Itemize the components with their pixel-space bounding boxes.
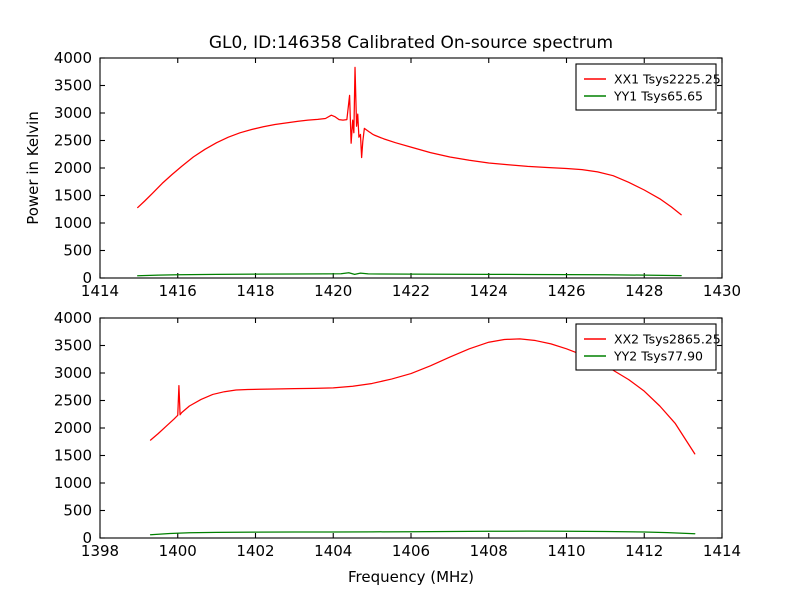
- y-tick-label: 2000: [54, 159, 92, 177]
- legend-label: XX1 Tsys2225.25: [614, 72, 721, 87]
- y-tick-label: 3500: [54, 77, 92, 95]
- y-tick-label: 4000: [54, 309, 92, 327]
- y-tick-label: 500: [63, 242, 92, 260]
- x-tick-label: 1414: [703, 542, 741, 560]
- legend-frame: [575, 323, 717, 371]
- x-tick-label: 1402: [236, 542, 274, 560]
- x-tick-label: 1430: [703, 282, 741, 300]
- series-line-YY1: [137, 272, 682, 277]
- y-tick-label: 3500: [54, 337, 92, 355]
- x-tick-label: 1410: [547, 542, 585, 560]
- series-line-YY2: [149, 530, 696, 536]
- y-tick-label: 1000: [54, 214, 92, 232]
- x-tick-label: 1418: [236, 282, 274, 300]
- y-tick-label: 2500: [54, 392, 92, 410]
- y-axis-label: Power in Kelvin: [24, 111, 42, 225]
- legend-label: XX2 Tsys2865.25: [614, 332, 721, 347]
- y-tick-label: 0: [82, 529, 92, 547]
- y-tick-label: 2500: [54, 132, 92, 150]
- x-tick-label: 1404: [314, 542, 352, 560]
- series-line-XX1: [137, 66, 682, 216]
- y-tick-label: 3000: [54, 364, 92, 382]
- x-tick-label: 1400: [159, 542, 197, 560]
- y-tick-label: 0: [82, 269, 92, 287]
- y-tick-label: 500: [63, 502, 92, 520]
- x-axis-label: Frequency (MHz): [348, 568, 474, 586]
- x-tick-label: 1408: [470, 542, 508, 560]
- y-tick-label: 1500: [54, 447, 92, 465]
- x-tick-label: 1416: [159, 282, 197, 300]
- page-title: GL0, ID:146358 Calibrated On-source spec…: [209, 33, 613, 53]
- y-tick-label: 1500: [54, 187, 92, 205]
- x-tick-label: 1428: [625, 282, 663, 300]
- y-tick-label: 3000: [54, 104, 92, 122]
- x-tick-label: 1426: [547, 282, 585, 300]
- legend-label: YY1 Tsys65.65: [613, 89, 703, 104]
- y-tick-label: 1000: [54, 474, 92, 492]
- x-tick-label: 1412: [625, 542, 663, 560]
- x-tick-label: 1414: [81, 282, 119, 300]
- legend-label: YY2 Tsys77.90: [613, 349, 703, 364]
- plot-panel-bottom: 1398 1400 1402 1404 1406 1408 1410 1412 1414 0 500…: [54, 309, 741, 560]
- x-tick-label: 1422: [392, 282, 430, 300]
- legend-bottom: XX2 Tsys2865.25 YY2 Tsys77.90: [575, 323, 721, 371]
- x-tick-label: 1424: [470, 282, 508, 300]
- x-tick-label: 1406: [392, 542, 430, 560]
- plot-panel-top: 1414 1416 1418 1420 1422 1424 1426 1428 1430 0 500…: [54, 49, 741, 300]
- legend-frame: [575, 63, 717, 111]
- y-tick-label: 4000: [54, 49, 92, 67]
- y-tick-label: 2000: [54, 419, 92, 437]
- x-tick-label: 1420: [314, 282, 352, 300]
- x-tick-label: 1398: [81, 542, 119, 560]
- legend-top: XX1 Tsys2225.25 YY1 Tsys65.65: [575, 63, 721, 111]
